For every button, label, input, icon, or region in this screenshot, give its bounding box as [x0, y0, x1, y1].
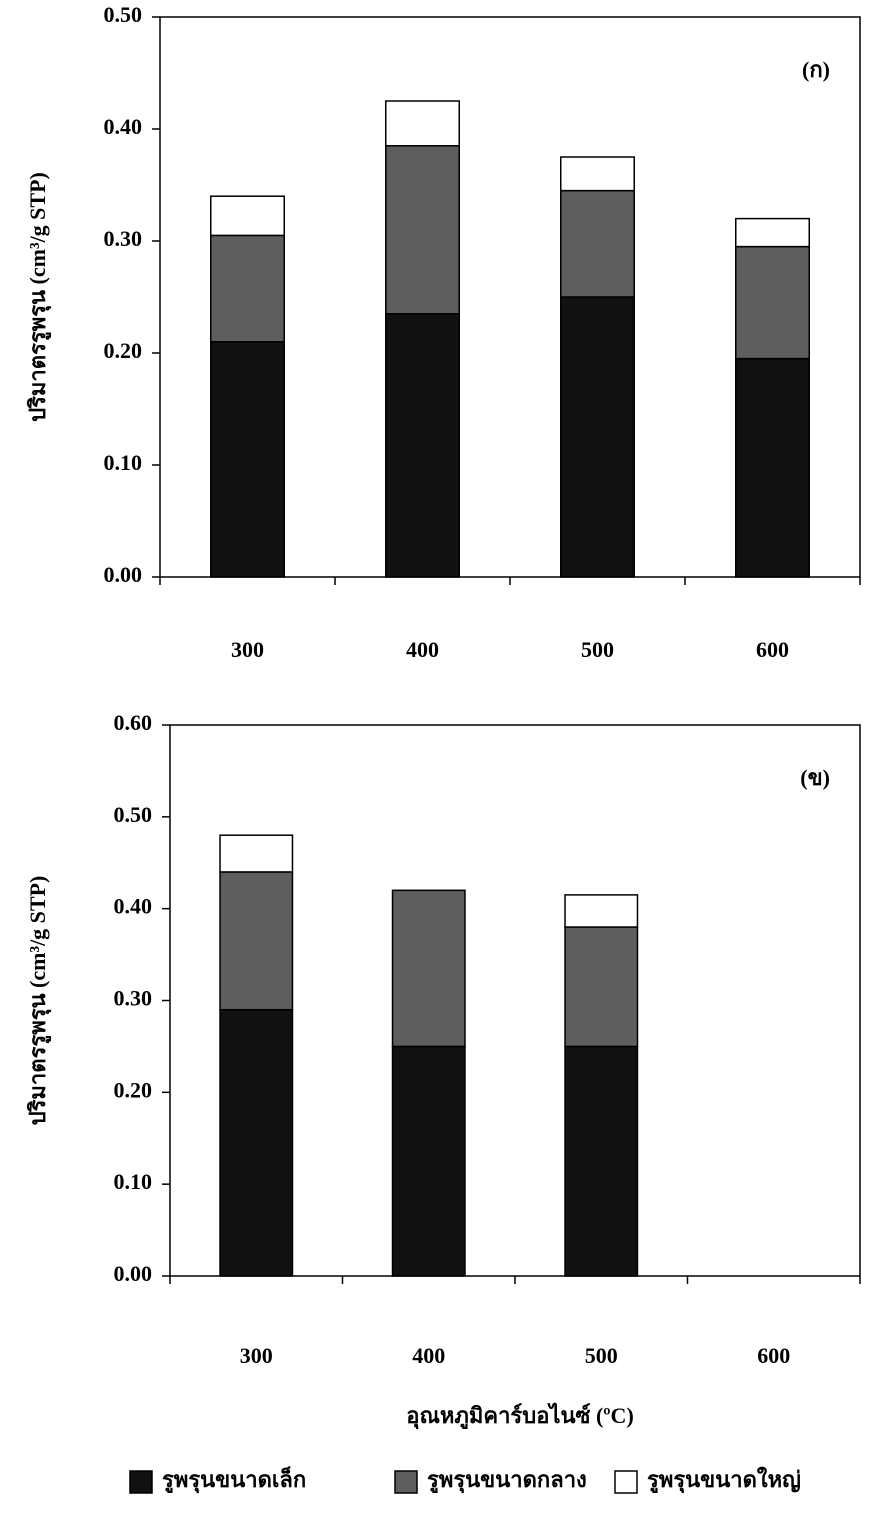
legend-label: รูพรุนขนาดใหญ่ [647, 1466, 801, 1494]
y-tick-label: 0.00 [114, 1261, 153, 1286]
y-tick-label: 0.10 [104, 450, 143, 475]
x-tick-label: 400 [412, 1343, 445, 1368]
x-tick-label: 500 [581, 637, 614, 662]
bar-segment [385, 100, 460, 147]
x-tick-label: 600 [757, 1343, 790, 1368]
bar-segment [560, 156, 635, 192]
y-tick-label: 0.30 [114, 986, 153, 1011]
bar-segment [385, 145, 460, 315]
panel-label: (ก) [802, 57, 830, 82]
bar-segment [560, 296, 635, 578]
x-tick-label: 300 [240, 1343, 273, 1368]
x-tick-label: 300 [231, 637, 264, 662]
bar-segment [210, 341, 285, 578]
bar-segment [735, 245, 810, 360]
bar-segment [219, 834, 294, 873]
x-tick-label: 500 [585, 1343, 618, 1368]
bar-segment [735, 217, 810, 248]
legend-swatch [394, 1470, 418, 1494]
bar-segment [564, 894, 639, 928]
legend-swatch [614, 1470, 638, 1494]
y-tick-label: 0.10 [114, 1169, 153, 1194]
y-axis-title: ปริมาตรรูพรุน (cm³/g STP) [25, 172, 52, 422]
bar-segment [564, 926, 639, 1048]
bar-segment [560, 189, 635, 298]
bar-segment [391, 1045, 466, 1277]
x-tick-label: 400 [406, 637, 439, 662]
x-axis-title: อุณหภูมิคาร์บอไนซ์ (ºC) [406, 1402, 634, 1430]
legend-label: รูพรุนขนาดเล็ก [162, 1465, 306, 1494]
y-tick-label: 0.50 [114, 802, 153, 827]
bar-segment [385, 313, 460, 578]
bar-segment [219, 1008, 294, 1277]
x-tick-label: 600 [756, 637, 789, 662]
panel-label: (ข) [800, 765, 830, 790]
bar-segment [210, 195, 285, 237]
legend-label: รูพรุนขนาดกลาง [427, 1467, 587, 1494]
bar-segment [219, 871, 294, 1011]
y-tick-label: 0.30 [104, 226, 143, 251]
y-tick-label: 0.00 [104, 562, 143, 587]
y-tick-label: 0.60 [114, 710, 153, 735]
y-tick-label: 0.40 [104, 114, 143, 139]
legend-swatch [129, 1470, 153, 1494]
y-tick-label: 0.20 [114, 1077, 153, 1102]
bar-segment [210, 234, 285, 343]
y-tick-label: 0.20 [104, 338, 143, 363]
y-tick-label: 0.40 [114, 894, 153, 919]
bar-segment [735, 357, 810, 578]
y-tick-label: 0.50 [104, 2, 143, 27]
y-axis-title: ปริมาตรรูพรุน (cm³/g STP) [25, 876, 52, 1126]
bar-segment [391, 889, 466, 1048]
bar-segment [564, 1045, 639, 1277]
